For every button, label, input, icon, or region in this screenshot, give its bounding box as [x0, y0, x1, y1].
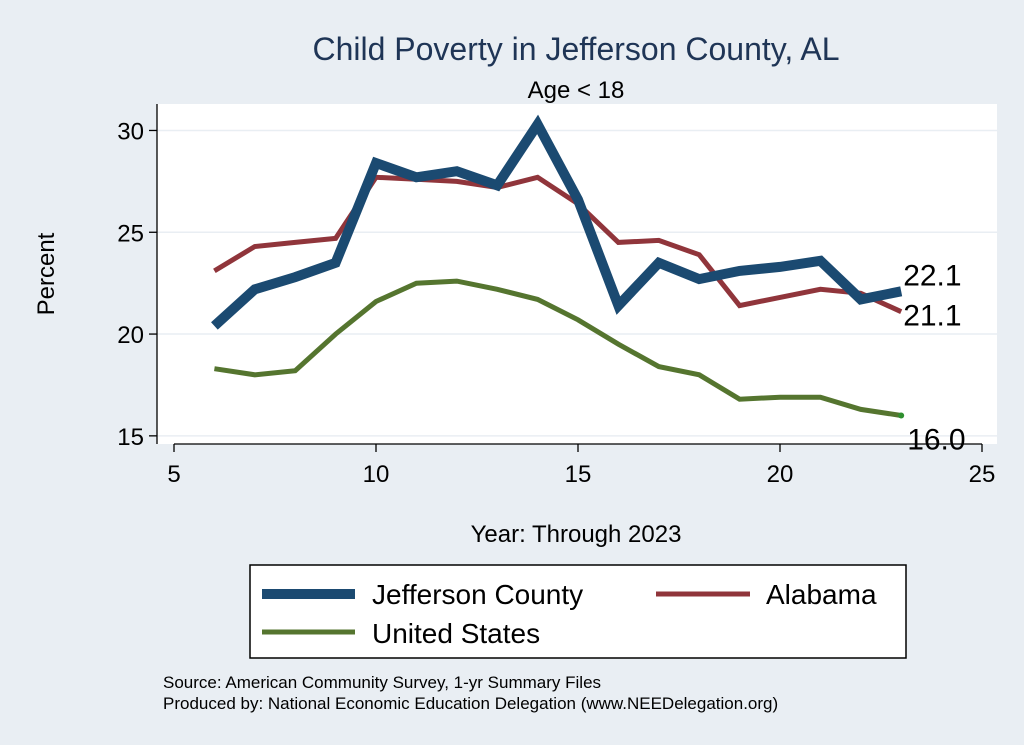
- plot-area: [157, 104, 997, 444]
- y-tick-label-15: 15: [117, 424, 144, 451]
- y-tick-label-20: 20: [117, 322, 144, 349]
- chart-subtitle: Age < 18: [528, 77, 625, 104]
- x-tick-label-25: 25: [969, 461, 996, 488]
- legend-label-jefferson-county: Jefferson County: [372, 579, 583, 610]
- x-tick-label-5: 5: [167, 461, 180, 488]
- x-tick-label-20: 20: [767, 461, 794, 488]
- end-label-alabama: 21.1: [903, 300, 961, 333]
- y-tick-label-25: 25: [117, 220, 144, 247]
- legend-label-alabama: Alabama: [766, 579, 877, 610]
- chart-title: Child Poverty in Jefferson County, AL: [312, 31, 839, 67]
- end-label-united-states: 16.0: [907, 423, 965, 456]
- legend: Jefferson County Alabama United States: [250, 565, 906, 658]
- end-label-jefferson-county: 22.1: [903, 259, 961, 292]
- y-tick-label-30: 30: [117, 118, 144, 145]
- producer-note: Produced by: National Economic Education…: [163, 694, 778, 713]
- source-note: Source: American Community Survey, 1-yr …: [163, 673, 601, 692]
- y-axis-label: Percent: [33, 232, 60, 315]
- x-axis-label: Year: Through 2023: [471, 521, 682, 548]
- child-poverty-chart: Child Poverty in Jefferson County, AL Ag…: [0, 0, 1024, 745]
- legend-label-united-states: United States: [372, 618, 540, 649]
- x-tick-label-10: 10: [363, 461, 390, 488]
- x-tick-label-15: 15: [565, 461, 592, 488]
- end-marker-united-states: [898, 412, 904, 418]
